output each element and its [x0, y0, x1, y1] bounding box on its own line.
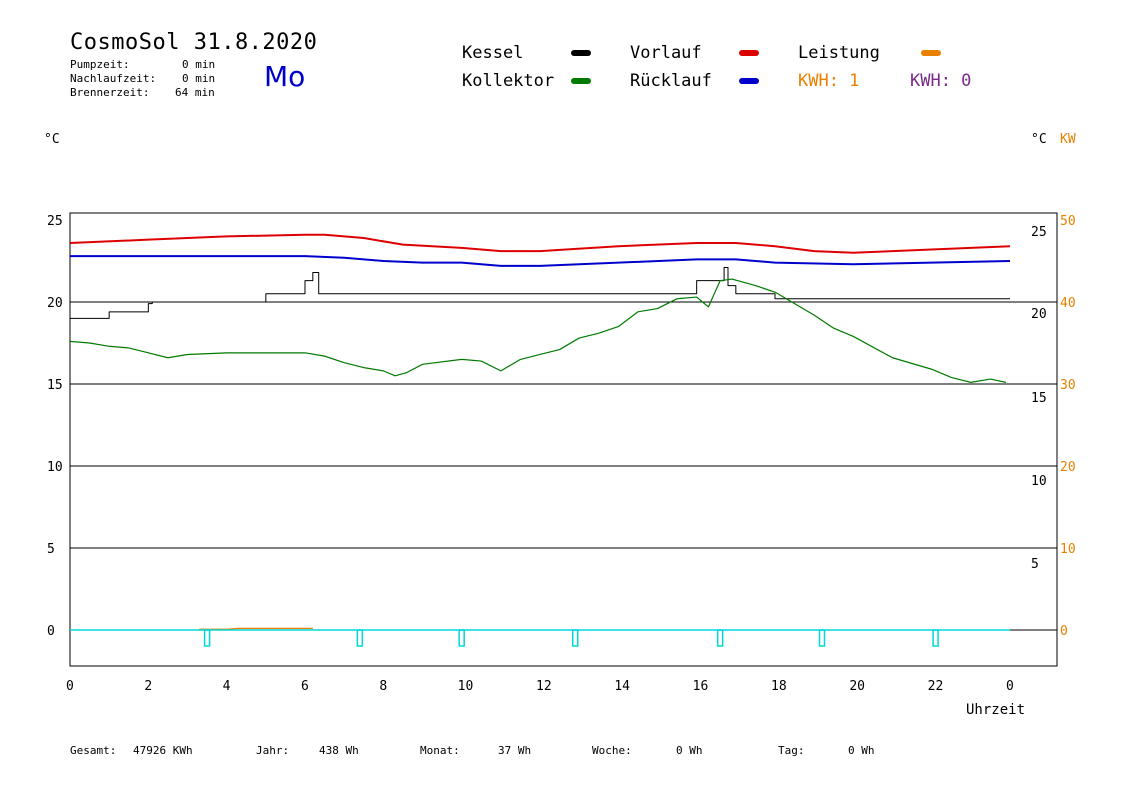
legend-leistung: Leistung — [798, 43, 880, 63]
y-tick-label-right-c: 15 — [1031, 391, 1047, 406]
y-tick-label-right-kw: 30 — [1060, 378, 1076, 393]
x-tick-label: 14 — [614, 679, 630, 694]
y-tick-label-left: 25 — [47, 214, 63, 229]
left-axis-unit: °C — [44, 132, 60, 147]
x-tick-label: 22 — [928, 679, 944, 694]
woche-value: 0 Wh — [676, 744, 703, 757]
brenner-time-label: Brennerzeit: — [70, 86, 150, 99]
pump-marker — [716, 629, 724, 647]
y-tick-label-right-kw: 0 — [1060, 624, 1068, 639]
woche-label: Woche: — [592, 744, 632, 757]
x-tick-label: 4 — [223, 679, 231, 694]
y-tick-label-right-c: 20 — [1031, 307, 1047, 322]
y-tick-label-left: 20 — [47, 296, 63, 311]
x-tick-label: 16 — [693, 679, 709, 694]
y-tick-label-right-c: 25 — [1031, 225, 1047, 240]
x-axis-label: Uhrzeit — [966, 702, 1026, 718]
x-tick-label: 0 — [66, 679, 74, 694]
y-tick-label-right-kw: 20 — [1060, 460, 1076, 475]
legend-vorlauf: Vorlauf — [630, 43, 702, 63]
legend-kwh-1: KWH: 1 — [798, 71, 860, 91]
x-tick-label: 0 — [1006, 679, 1014, 694]
y-tick-label-left: 10 — [47, 460, 63, 475]
nachlauf-time-value: 0 min — [182, 72, 216, 85]
monat-label: Monat: — [420, 744, 460, 757]
y-tick-label-right-kw: 40 — [1060, 296, 1076, 311]
legend-ruecklauf: Rücklauf — [630, 71, 712, 91]
jahr-value: 438 Wh — [319, 744, 359, 757]
legend-kessel-swatch — [571, 50, 591, 56]
jahr-label: Jahr: — [256, 744, 290, 757]
x-tick-label: 2 — [144, 679, 152, 694]
y-tick-label-right-c: 5 — [1031, 557, 1039, 572]
x-tick-label: 10 — [458, 679, 474, 694]
legend-ruecklauf-swatch — [739, 78, 759, 84]
x-tick-label: 18 — [771, 679, 787, 694]
monat-value: 37 Wh — [498, 744, 532, 757]
series-line-vorlauf — [69, 233, 1011, 254]
y-tick-label-left: 0 — [47, 624, 55, 639]
y-tick-label-right-kw: 10 — [1060, 542, 1076, 557]
series-line-leistung — [199, 627, 313, 630]
pump-time-value: 0 min — [182, 58, 216, 71]
plot-frame — [69, 212, 1058, 667]
tag-value: 0 Wh — [848, 744, 875, 757]
pump-marker — [818, 629, 826, 647]
x-tick-label: 6 — [301, 679, 309, 694]
y-tick-label-right-c: 10 — [1031, 474, 1047, 489]
gesamt-value: 47926 KWh — [133, 744, 193, 757]
y-tick-label-right-kw: 50 — [1060, 214, 1076, 229]
x-tick-label: 12 — [536, 679, 552, 694]
pump-marker — [203, 629, 211, 647]
legend-leistung-swatch — [921, 50, 941, 56]
chart-title: CosmoSol 31.8.2020 — [70, 30, 318, 55]
series-line-ruecklauf — [70, 255, 1011, 267]
legend-vorlauf-swatch — [739, 50, 759, 56]
y-tick-label-left: 5 — [47, 542, 55, 557]
y-tick-label-left: 15 — [47, 378, 63, 393]
gesamt-label: Gesamt: — [70, 744, 117, 757]
x-tick-label: 20 — [849, 679, 865, 694]
pump-marker — [932, 629, 939, 647]
series-line-kollektor — [69, 278, 1007, 383]
weekday-label: Mo — [264, 60, 306, 93]
pump-marker — [356, 629, 364, 647]
series-line-kessel — [70, 267, 1010, 319]
right-axis-unit-c: °C — [1031, 132, 1047, 147]
x-tick-label: 8 — [379, 679, 387, 694]
pump-time-label: Pumpzeit: — [70, 58, 130, 71]
legend-kessel: Kessel — [462, 43, 524, 63]
nachlauf-time-label: Nachlaufzeit: — [70, 72, 157, 85]
pump-marker — [572, 629, 579, 647]
tag-label: Tag: — [778, 744, 805, 757]
pump-marker — [458, 629, 465, 647]
legend-kollektor: Kollektor — [462, 71, 555, 91]
legend-kwh-2: KWH: 0 — [910, 71, 972, 91]
right-axis-unit-kw: KW — [1060, 132, 1076, 147]
legend-kollektor-swatch — [571, 78, 591, 84]
brenner-time-value: 64 min — [175, 86, 215, 99]
